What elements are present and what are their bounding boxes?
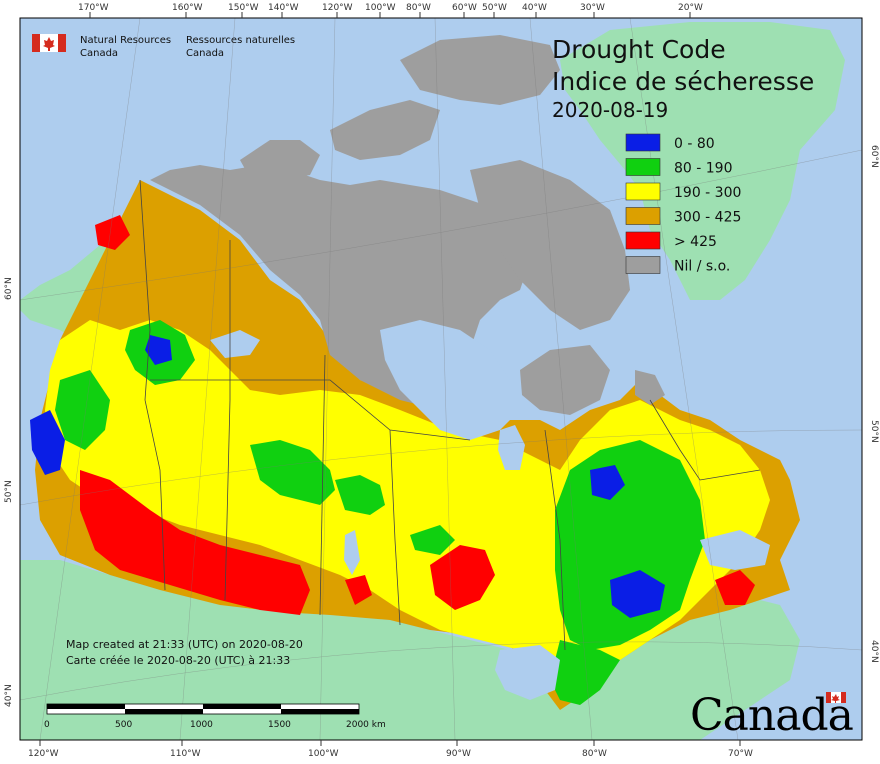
blue-bc-north <box>145 335 172 365</box>
top-tick-label: 20°W <box>678 3 703 13</box>
lake-winnipeg <box>344 530 360 575</box>
top-tick-label: 80°W <box>406 3 431 13</box>
green-bc-coast <box>55 370 110 450</box>
nil-nunavik <box>520 345 610 415</box>
hudson-bay <box>380 320 520 440</box>
top-tick-label: 160°W <box>172 3 203 13</box>
blue-quebec-2 <box>610 570 665 618</box>
map-border <box>19 17 863 741</box>
legend-label: 190 - 300 <box>674 185 741 201</box>
nil-baffin <box>470 160 630 330</box>
scale-label: 2000 km <box>346 720 386 730</box>
great-lakes <box>495 645 560 700</box>
agency-fr-line2: Canada <box>186 48 224 59</box>
province-boundaries <box>139 179 761 651</box>
red-manitoba <box>345 575 372 605</box>
usa-land <box>20 560 800 740</box>
created-note-en: Map created at 21:33 (UTC) on 2020-08-20 <box>66 638 303 651</box>
map-title: Drought Code <box>552 35 726 64</box>
top-ticks: 170°W 160°W 150°W 140°W 120°W 100°W 80°W… <box>78 3 703 18</box>
nil-arctic-islands-2 <box>330 100 440 160</box>
right-ticks: 60°N 50°N 40°N <box>869 145 879 663</box>
right-tick-label: 60°N <box>869 145 879 168</box>
top-tick-label: 50°W <box>482 3 507 13</box>
legend-swatch <box>625 256 661 274</box>
bottom-ticks: 120°W 110°W 100°W 90°W 80°W 70°W <box>28 740 753 759</box>
agency-en-line1: Natural Resources <box>80 35 171 46</box>
blue-quebec-1 <box>590 465 625 500</box>
top-tick-label: 140°W <box>268 3 299 13</box>
top-tick-label: 170°W <box>78 3 109 13</box>
legend-swatch <box>625 231 661 250</box>
canada-flag-icon <box>32 34 66 52</box>
nil-arctic-islands-1 <box>240 140 320 180</box>
legend-swatch <box>625 158 661 176</box>
gulf-st-lawrence <box>700 530 770 570</box>
green-ontario-north <box>410 525 455 555</box>
top-tick-label: 30°W <box>580 3 605 13</box>
legend-label: 0 - 80 <box>674 136 715 152</box>
top-tick-label: 120°W <box>322 3 353 13</box>
red-ontario <box>430 545 495 610</box>
left-tick-label: 40°N <box>4 684 14 707</box>
green-ontario <box>550 640 620 705</box>
legend-label: 80 - 190 <box>674 161 733 177</box>
right-tick-label: 40°N <box>869 640 879 663</box>
left-tick-label: 50°N <box>4 480 14 503</box>
left-tick-label: 60°N <box>4 277 14 300</box>
right-tick-label: 50°N <box>869 420 879 443</box>
legend-label: 300 - 425 <box>674 210 741 226</box>
red-nova-scotia <box>715 570 755 605</box>
scale-bar: 0 500 1000 1500 2000 km <box>44 703 386 730</box>
agency-fr-line1: Ressources naturelles <box>186 35 295 46</box>
bottom-tick-label: 120°W <box>28 749 59 759</box>
bottom-tick-label: 110°W <box>170 749 201 759</box>
great-slave-lake <box>210 330 260 358</box>
green-manitoba <box>335 475 385 515</box>
scale-label: 1000 <box>190 720 213 730</box>
top-tick-label: 60°W <box>452 3 477 13</box>
green-sask <box>250 440 335 505</box>
bottom-tick-label: 80°W <box>582 749 607 759</box>
agency-en-line2: Canada <box>80 48 118 59</box>
wordmark-flag-icon <box>826 692 846 703</box>
created-note-fr: Carte créée le 2020-08-20 (UTC) à 21:33 <box>66 654 290 667</box>
legend-swatch <box>625 207 661 225</box>
bottom-tick-label: 100°W <box>308 749 339 759</box>
legend-swatch <box>625 182 661 201</box>
scale-label: 0 <box>44 720 50 730</box>
legend: 0 - 80 80 - 190 190 - 300 300 - 425 > 425 Nil… <box>625 133 741 275</box>
greenland-land <box>560 22 845 300</box>
top-tick-label: 40°W <box>522 3 547 13</box>
graticule <box>19 17 863 741</box>
top-tick-label: 100°W <box>365 3 396 13</box>
blue-bc-coast <box>30 410 65 475</box>
red-yukon <box>95 215 130 250</box>
legend-label: Nil / s.o. <box>674 259 730 275</box>
bottom-tick-label: 70°W <box>728 749 753 759</box>
legend-swatch <box>625 133 661 152</box>
map-date: 2020-08-19 <box>552 98 668 122</box>
map-title-fr: Indice de sécheresse <box>552 67 814 96</box>
agency-header: Natural Resources Canada Ressources natu… <box>32 34 295 59</box>
james-bay <box>498 425 525 470</box>
left-ticks: 60°N 50°N 40°N <box>4 277 14 707</box>
legend-label: > 425 <box>674 234 717 250</box>
bottom-tick-label: 90°W <box>446 749 471 759</box>
scale-label: 1500 <box>268 720 291 730</box>
canada-wordmark: Canada <box>690 690 854 741</box>
top-tick-label: 150°W <box>228 3 259 13</box>
nil-ellesmere <box>400 35 560 105</box>
scale-label: 500 <box>115 720 132 730</box>
nil-labrador-north <box>635 370 665 405</box>
